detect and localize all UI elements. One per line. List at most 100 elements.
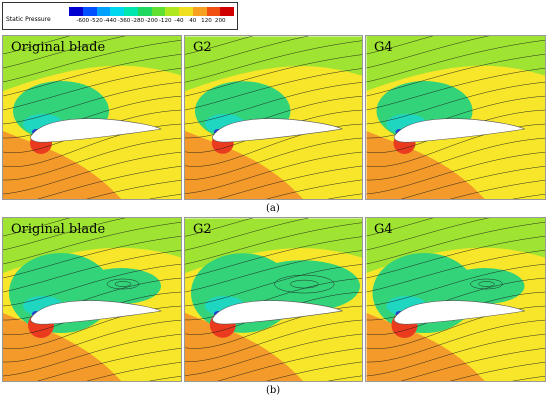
- streamline: [3, 334, 181, 377]
- streamline: [185, 82, 362, 125]
- separation-zone: [81, 268, 161, 304]
- colorbar-tick-label: -360: [117, 18, 131, 24]
- colorbar-swatch: [96, 7, 111, 16]
- streamline: [450, 179, 545, 199]
- legend-title: Static Pressure: [6, 16, 51, 23]
- colorbar-swatch: [82, 7, 97, 16]
- flow-panel: Original blade: [2, 35, 182, 200]
- streamline: [86, 362, 181, 381]
- colorbar-tick-label: -120: [158, 18, 172, 24]
- streamline: [185, 222, 362, 265]
- streamline: [366, 39, 545, 83]
- streamline: [366, 53, 545, 97]
- contour-plot: [185, 36, 362, 199]
- separation-zone: [444, 268, 525, 304]
- flow-panel: G4: [365, 217, 546, 382]
- vortex-streamline: [114, 281, 132, 287]
- blade-airfoil: [393, 300, 526, 325]
- streamline: [366, 263, 545, 307]
- blade-airfoil: [30, 300, 162, 325]
- streamline: [366, 235, 545, 279]
- streamline: [3, 236, 181, 279]
- streamline: [327, 193, 362, 199]
- colorbar: [69, 7, 234, 16]
- streamline: [3, 250, 181, 293]
- colorbar-swatch: [124, 7, 138, 16]
- colorbar-tick-label: -280: [131, 18, 145, 24]
- colorbar-tick-label: 120: [201, 18, 212, 24]
- streamline: [3, 68, 181, 111]
- colorbar-tick-label: 200: [214, 18, 226, 24]
- separation-zone: [244, 260, 361, 312]
- colorbar-tick-label: -40: [174, 18, 184, 24]
- streamline: [3, 40, 181, 83]
- contour-plot: [366, 36, 545, 199]
- vortex-streamline: [106, 278, 140, 290]
- streamline: [217, 347, 362, 381]
- flow-panel: G4: [365, 35, 546, 200]
- streamline: [366, 67, 545, 111]
- colorbar-swatch: [165, 7, 179, 16]
- streamline: [3, 218, 70, 237]
- blade-airfoil: [212, 300, 344, 325]
- flow-panel: G2: [184, 217, 363, 382]
- streamline: [366, 333, 545, 377]
- streamline: [366, 319, 545, 363]
- upper-flow-zone: [366, 218, 545, 273]
- colorbar-swatch: [110, 7, 124, 16]
- streamline: [185, 151, 362, 194]
- streamline: [366, 249, 545, 293]
- streamline: [217, 165, 362, 199]
- streamline: [3, 319, 181, 363]
- streamline: [366, 81, 545, 125]
- subfigure-caption: (a): [266, 203, 280, 214]
- colorbar-tick-label: -520: [90, 18, 103, 24]
- streamline: [185, 36, 254, 55]
- upper-flow-zone: [366, 36, 545, 91]
- upper-flow-zone: [3, 218, 181, 273]
- streamline: [185, 218, 254, 237]
- colorbar-swatch: [179, 7, 193, 16]
- streamline: [185, 319, 362, 362]
- streamline: [366, 36, 434, 55]
- streamline: [3, 36, 126, 69]
- streamline: [366, 218, 490, 251]
- colorbar-swatch: [220, 7, 234, 16]
- colorbar-swatch: [69, 7, 83, 16]
- panel-label: Original blade: [11, 222, 106, 237]
- flow-panel: Original blade: [2, 217, 182, 382]
- streamline: [185, 264, 362, 307]
- contour-plot: [3, 36, 181, 199]
- colorbar-swatch: [137, 7, 152, 16]
- streamline: [512, 193, 545, 199]
- streamline: [37, 348, 181, 381]
- streamline: [3, 36, 70, 55]
- streamline: [3, 218, 126, 251]
- streamline: [185, 137, 362, 180]
- streamline: [266, 361, 362, 381]
- colorbar-tick-label: 40: [189, 18, 197, 24]
- subfigure-caption: (b): [266, 385, 281, 396]
- upper-flow-zone: [3, 36, 181, 91]
- streamline: [327, 375, 362, 381]
- streamline: [366, 36, 490, 69]
- streamline: [185, 54, 362, 97]
- vortex-streamline: [478, 281, 495, 287]
- streamline: [185, 250, 362, 293]
- streamline: [366, 218, 434, 237]
- streamline: [86, 180, 181, 199]
- streamline: [3, 152, 181, 195]
- contour-plot: [185, 218, 362, 381]
- streamline: [3, 82, 181, 125]
- streamline: [185, 218, 310, 251]
- colorbar-ticks: -600 -520 -440 -360 -280 -200 -120 -40 40 120 200: [69, 18, 234, 28]
- streamline: [400, 347, 545, 381]
- upper-flow-zone: [185, 218, 362, 274]
- streamline: [450, 361, 545, 381]
- streamline: [266, 179, 362, 199]
- colorbar-swatch: [151, 7, 166, 16]
- vortex-streamline: [470, 278, 503, 290]
- streamline: [3, 54, 181, 97]
- panel-label: Original blade: [11, 40, 106, 55]
- blade-airfoil: [393, 118, 526, 143]
